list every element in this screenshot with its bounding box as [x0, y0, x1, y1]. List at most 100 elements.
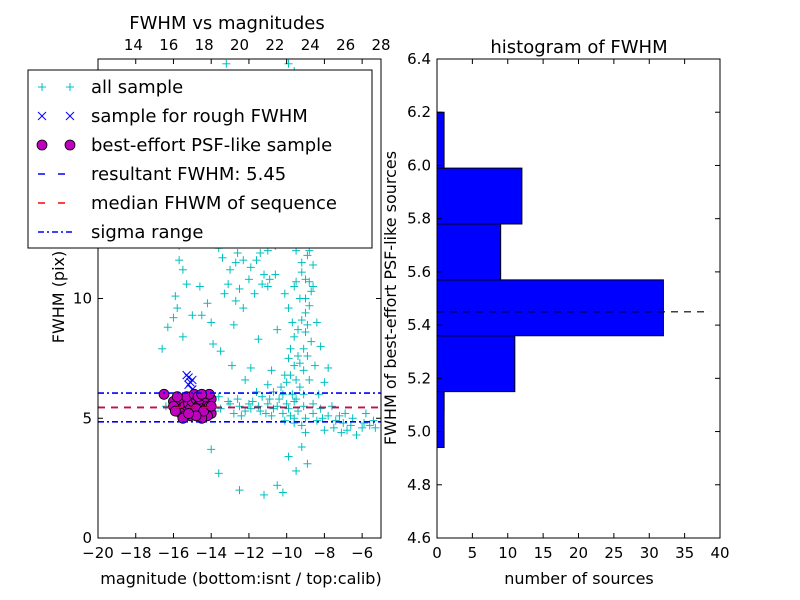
all-sample-point-214	[224, 280, 233, 289]
all-sample-point-40	[290, 332, 299, 341]
histogram-y-tick-label-2: 5.0	[407, 423, 431, 441]
legend-entry-0: all sample	[38, 77, 183, 98]
all-sample-point-89	[331, 416, 340, 425]
all-sample-point-142	[195, 282, 204, 291]
legend-marker-b-1-d2	[65, 111, 75, 121]
all-sample-point-202	[341, 409, 350, 418]
all-sample-point-99	[303, 351, 312, 360]
all-sample-point-90	[339, 419, 348, 428]
legend-entry-2: best-effort PSF-like sample	[36, 135, 332, 156]
all-sample-point-145	[216, 347, 225, 356]
all-sample-point-136	[222, 59, 231, 68]
histogram-bar-6	[436, 391, 445, 449]
scatter-y-axis-label: FWHM (pix)	[49, 251, 68, 344]
legend-entries: all sample sample for rough FWHM best-effo…	[36, 77, 337, 243]
rough-fwhm-sample-point-2	[182, 370, 192, 380]
all-sample-point-10	[254, 335, 263, 344]
all-sample-point-167	[275, 395, 284, 404]
legend-marker-b-1	[65, 111, 75, 121]
all-sample-point-148	[252, 387, 261, 396]
all-sample-point-96	[290, 397, 299, 406]
psf-like-sample-point-31	[198, 405, 210, 417]
legend-marker-a-1-d2	[37, 111, 47, 121]
scatter-title: FWHM vs magnitudes	[129, 13, 324, 34]
all-sample-point-97	[295, 383, 304, 392]
all-sample-point-177	[290, 361, 299, 370]
all-sample-point-216	[301, 294, 310, 303]
all-sample-point-190	[229, 409, 238, 418]
scatter-x-tick-label-1: −18	[120, 544, 152, 562]
all-sample-point-205	[371, 423, 380, 432]
all-sample-point-95	[297, 421, 306, 430]
histogram-bar-5	[436, 111, 445, 169]
all-sample-point-101	[301, 328, 310, 337]
histogram-y-tick-label-0: 4.6	[407, 529, 431, 547]
all-sample-point-78	[235, 402, 244, 411]
all-sample-point-9	[235, 284, 244, 293]
all-sample-point-35	[269, 387, 278, 396]
all-sample-point-104	[280, 289, 289, 298]
all-sample-point-204	[361, 409, 370, 418]
psf-like-sample-point-0-dot	[158, 388, 170, 400]
all-sample-point-211	[250, 289, 259, 298]
all-sample-point-42	[297, 316, 306, 325]
legend-label-0: all sample	[91, 77, 183, 98]
all-sample-point-43	[301, 308, 310, 317]
all-sample-point-107	[303, 251, 312, 260]
legend-label-1: sample for rough FWHM	[91, 106, 308, 127]
psf-like-sample-point-38	[169, 405, 181, 417]
scatter-y-tick-label-2: 10	[73, 290, 92, 308]
all-sample-point-15	[171, 292, 180, 301]
all-sample-point-123	[233, 248, 242, 257]
all-sample-point-22	[292, 466, 301, 475]
histogram-y-tick-label-1: 4.8	[407, 476, 431, 494]
psf-like-sample-point-27	[171, 391, 183, 403]
all-sample-point-11	[246, 363, 255, 372]
psf-like-sample-point-43	[196, 388, 208, 400]
histogram-y-tick-label-8: 6.2	[407, 103, 431, 121]
all-sample-point-161	[224, 397, 233, 406]
all-sample-point-172	[299, 344, 308, 353]
all-sample-point-198	[309, 399, 318, 408]
histogram-y-tick-label-7: 6.0	[407, 156, 431, 174]
all-sample-point-178	[286, 371, 295, 380]
all-sample-point-1	[163, 323, 172, 332]
histogram-x-tick-label-4: 20	[569, 544, 588, 562]
rough-fwhm-sample-point-4	[184, 380, 193, 390]
legend-label-3: resultant FWHM: 5.45	[91, 164, 286, 185]
scatter-top-tick-label-2: 18	[195, 36, 214, 54]
all-sample-point-0	[158, 344, 167, 353]
histogram-bar-4	[436, 167, 523, 225]
all-sample-point-217	[305, 277, 314, 286]
all-sample-point-149	[258, 392, 267, 401]
all-sample-point-103	[284, 304, 293, 313]
all-sample-point-102	[288, 318, 297, 327]
scatter-y-axis: 0 5 10	[73, 290, 381, 547]
all-sample-point-212	[239, 304, 248, 313]
all-sample-point-156	[343, 426, 352, 435]
all-sample-point-180	[278, 390, 287, 399]
scatter-x-axis: −20 −18 −16 −14 −12 −10 −8 −6	[82, 59, 373, 562]
legend-marker-a-2-dot	[36, 139, 48, 151]
psf-like-sample-point-38-dot	[169, 405, 181, 417]
histogram-y-tick-label-5: 5.6	[407, 263, 431, 281]
all-sample-point-18	[235, 486, 244, 495]
all-sample-point-93	[365, 421, 374, 430]
psf-like-sample-point-0	[158, 388, 170, 400]
scatter-top-tick-label-5: 24	[301, 36, 320, 54]
all-sample-point-159	[369, 416, 378, 425]
all-sample-point-20	[273, 481, 282, 490]
histogram-data-area	[436, 111, 711, 449]
legend-marker-b-2	[64, 139, 76, 151]
legend-marker-b-0	[66, 83, 74, 91]
all-sample-point-196	[290, 414, 299, 423]
all-sample-point-69	[310, 361, 319, 370]
all-sample-point-194	[267, 411, 276, 420]
all-sample-point-21	[278, 488, 287, 497]
legend-entry-1: sample for rough FWHM	[37, 106, 308, 127]
all-sample-point-144	[209, 340, 218, 349]
all-sample-point-209	[265, 275, 274, 284]
histogram-bar-1	[436, 335, 516, 393]
legend-box	[27, 69, 373, 249]
